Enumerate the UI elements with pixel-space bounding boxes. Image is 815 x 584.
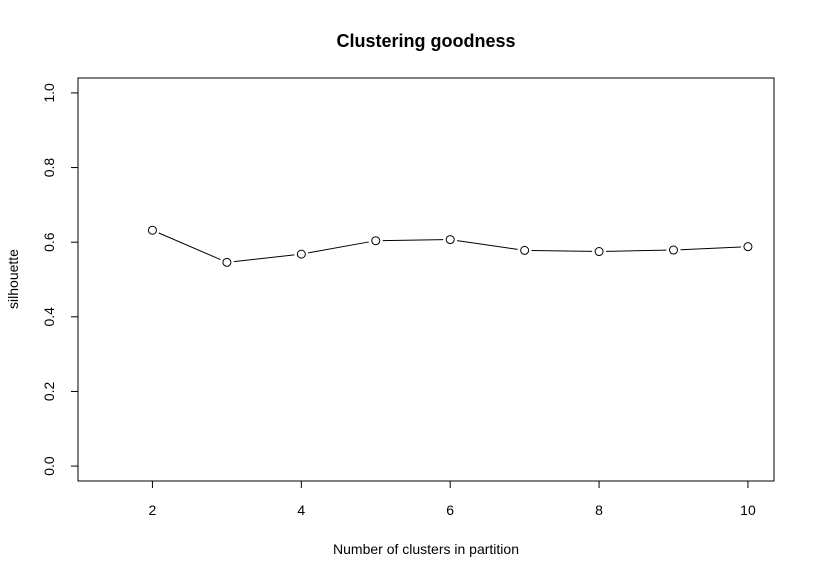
data-point bbox=[371, 236, 381, 246]
y-tick-label: 0.0 bbox=[41, 456, 57, 476]
x-tick-label: 4 bbox=[297, 502, 305, 518]
y-tick-label: 0.6 bbox=[41, 232, 57, 252]
x-tick-label: 10 bbox=[740, 502, 756, 518]
y-tick-label: 1.0 bbox=[41, 83, 57, 103]
data-point bbox=[743, 242, 753, 252]
data-point bbox=[222, 257, 232, 267]
series-layer bbox=[147, 225, 753, 267]
data-point bbox=[296, 249, 306, 259]
series-line-segment bbox=[158, 232, 221, 261]
x-tick-label: 8 bbox=[595, 502, 603, 518]
series-line-segment bbox=[680, 246, 741, 251]
data-point bbox=[594, 247, 604, 257]
series-line-segment bbox=[531, 249, 593, 252]
y-tick-label: 0.8 bbox=[41, 158, 57, 178]
series-line-segment bbox=[308, 241, 369, 254]
data-point bbox=[147, 225, 157, 235]
data-point bbox=[520, 245, 530, 255]
y-axis-label: silhouette bbox=[5, 249, 21, 309]
x-axis-label: Number of clusters in partition bbox=[333, 541, 519, 557]
series-line-segment bbox=[382, 239, 444, 242]
y-tick-label: 0.4 bbox=[41, 307, 57, 327]
series-line-segment bbox=[457, 240, 518, 250]
chart-title: Clustering goodness bbox=[336, 31, 515, 51]
y-tick-label: 0.2 bbox=[41, 382, 57, 402]
data-point bbox=[669, 245, 679, 255]
series-line-segment bbox=[233, 254, 295, 263]
x-axis: 2 4 6 8 10 bbox=[149, 480, 756, 518]
y-axis: 0.0 0.2 0.4 0.6 0.8 1.0 bbox=[41, 83, 79, 476]
x-tick-label: 6 bbox=[446, 502, 454, 518]
data-point bbox=[445, 235, 455, 245]
series-line-segment bbox=[606, 249, 667, 252]
x-tick-label: 2 bbox=[149, 502, 157, 518]
